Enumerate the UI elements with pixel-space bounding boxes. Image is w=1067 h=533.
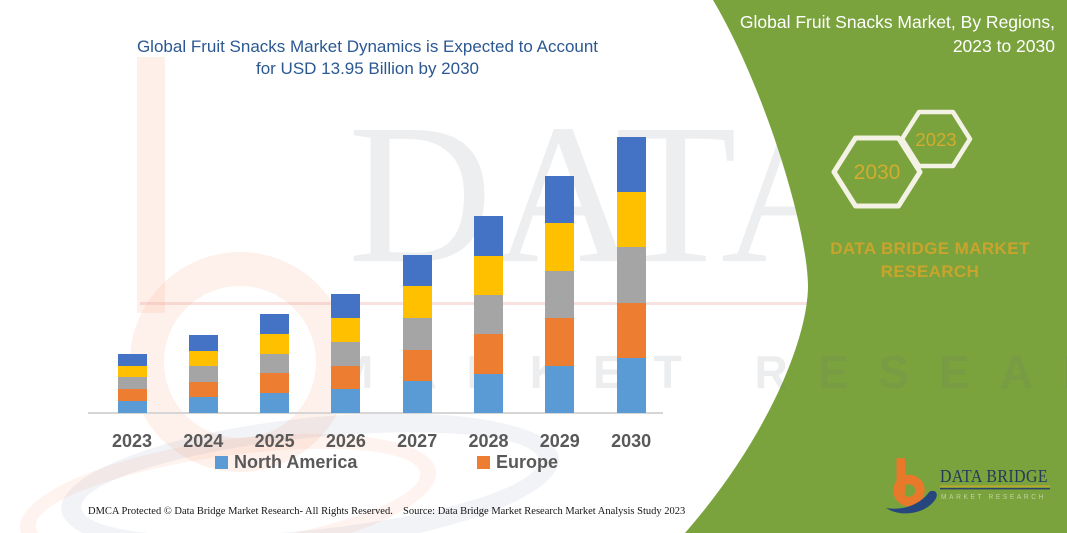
logo-underline-navy (940, 488, 1050, 490)
company-logo: DATA BRIDGE MARKET RESEARCH (886, 458, 1050, 514)
logo-sub-text: MARKET RESEARCH (941, 492, 1046, 501)
bar-segment-North America (616, 357, 646, 413)
bar-segment-unlabeled-gray (117, 377, 147, 390)
bar-segment-Europe (545, 318, 575, 366)
bar-segment-unlabeled-darkblue (402, 254, 432, 287)
x-axis-label-2024: 2024 (183, 431, 224, 451)
bar-segment-North America (402, 381, 432, 413)
bar-segment-unlabeled-gray (331, 341, 361, 366)
bar-segment-unlabeled-darkblue (474, 216, 503, 256)
bar-segment-unlabeled-darkblue (616, 137, 646, 193)
bar-segment-unlabeled-yellow (117, 365, 147, 378)
footer-dmca-text: DMCA Protected © Data Bridge Market Rese… (88, 506, 393, 517)
side-panel-title-line1: Global Fruit Snacks Market, By Regions, (739, 12, 1055, 32)
bar-segment-Europe (260, 373, 290, 394)
chart-title: Global Fruit Snacks Market Dynamics is E… (85, 36, 650, 80)
legend-label-europe: Europe (496, 452, 559, 472)
bar-segment-unlabeled-yellow (188, 350, 218, 367)
bar-segment-North America (545, 365, 575, 413)
bar-segment-unlabeled-darkblue (331, 294, 361, 319)
x-axis-label-2023: 2023 (111, 431, 153, 451)
chart-title-line1: Global Fruit Snacks Market Dynamics is E… (136, 37, 599, 56)
x-axis-line (88, 412, 663, 414)
bar-segment-unlabeled-gray (260, 353, 290, 374)
legend-swatch-europe (477, 456, 490, 469)
stacked-bar-2025 (260, 314, 290, 413)
bar-segment-unlabeled-darkblue (545, 175, 575, 224)
x-axis-label-2026: 2026 (325, 431, 366, 451)
bar-segment-Europe (402, 349, 432, 382)
legend-label-north-america: North America (234, 452, 358, 472)
bar-segment-Europe (331, 365, 361, 390)
legend-item-north-america: North America (215, 452, 357, 473)
bar-segment-unlabeled-yellow (474, 255, 503, 295)
hexagon-2023 (899, 109, 973, 169)
hexagon-badges: 2030 2023 (831, 109, 973, 209)
bar-segment-North America (474, 373, 503, 413)
bar-segment-unlabeled-yellow (260, 333, 290, 354)
x-axis-label-2030: 2030 (611, 431, 652, 451)
side-panel-brand: DATA BRIDGE MARKET RESEARCH (795, 237, 1065, 283)
logo-swoosh (886, 490, 937, 514)
side-panel-title: Global Fruit Snacks Market, By Regions, … (725, 10, 1055, 58)
watermark-row-text: MARKET RESEARCH (335, 346, 1067, 398)
side-panel-brand-line2: RESEARCH (880, 262, 980, 281)
bar-segment-Europe (474, 334, 503, 374)
logo-underline-gold (940, 485, 1050, 487)
hexagon-2030-label: 2030 (854, 161, 901, 184)
x-axis-label-2028: 2028 (468, 431, 509, 451)
bar-segment-North America (260, 393, 290, 413)
bar-segment-Europe (188, 381, 218, 398)
stacked-bar-2028 (474, 216, 503, 413)
side-panel-title-line2: 2023 to 2030 (952, 36, 1055, 56)
footer-source-text: Source: Data Bridge Market Research Mark… (403, 506, 686, 517)
logo-name-text: DATA BRIDGE (940, 466, 1048, 486)
bar-segment-unlabeled-gray (616, 247, 646, 303)
hexagon-2030 (831, 135, 923, 209)
legend-item-europe: Europe (477, 452, 558, 473)
bar-segment-unlabeled-darkblue (117, 353, 147, 366)
bar-segment-unlabeled-yellow (616, 192, 646, 248)
stacked-bar-2026 (331, 294, 361, 413)
bar-segment-North America (331, 389, 361, 413)
x-axis-label-2027: 2027 (397, 431, 438, 451)
bar-segment-unlabeled-gray (545, 270, 575, 319)
stacked-bar-2024 (188, 334, 218, 413)
stacked-bar-2030 (616, 137, 646, 413)
bar-segment-unlabeled-gray (188, 366, 218, 382)
watermark-hairline (140, 302, 940, 305)
logo-b-bowl (893, 474, 925, 507)
legend-swatch-north-america (215, 456, 228, 469)
hexagon-2023-label: 2023 (915, 129, 956, 150)
x-axis-label-2025: 2025 (254, 431, 295, 451)
stacked-bar-2027 (402, 254, 432, 413)
bar-segment-Europe (117, 389, 147, 402)
bar-segment-unlabeled-yellow (545, 223, 575, 271)
stacked-bar-2023 (117, 353, 147, 413)
bar-segment-unlabeled-gray (474, 294, 503, 335)
stacked-bar-2029 (545, 175, 575, 413)
bar-segment-Europe (616, 302, 646, 358)
x-axis-label-2029: 2029 (539, 431, 580, 451)
bar-segment-unlabeled-yellow (331, 318, 361, 342)
bar-segment-unlabeled-darkblue (260, 314, 290, 334)
bar-segment-unlabeled-darkblue (188, 334, 218, 351)
bar-segment-unlabeled-gray (402, 318, 432, 350)
side-panel-brand-line1: DATA BRIDGE MARKET (830, 239, 1030, 258)
bar-segment-North America (188, 397, 218, 413)
bar-segment-North America (117, 401, 147, 413)
watermark-logo-stem (137, 57, 165, 313)
chart-title-line2: for USD 13.95 Billion by 2030 (255, 59, 480, 78)
bar-segment-unlabeled-yellow (402, 286, 432, 319)
